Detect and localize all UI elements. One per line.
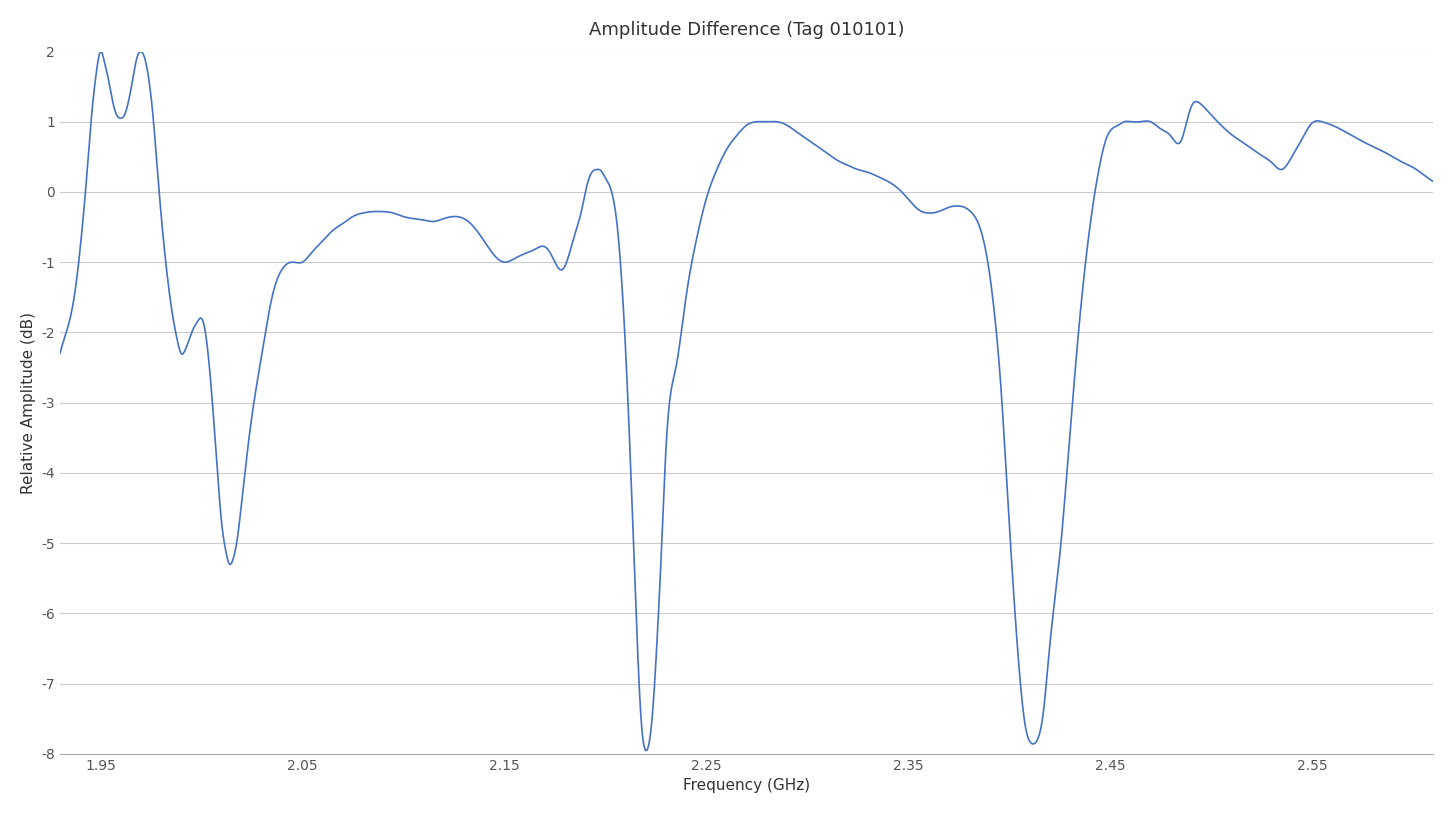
X-axis label: Frequency (GHz): Frequency (GHz) bbox=[683, 778, 810, 793]
Title: Amplitude Difference (Tag 010101): Amplitude Difference (Tag 010101) bbox=[589, 21, 904, 39]
Y-axis label: Relative Amplitude (dB): Relative Amplitude (dB) bbox=[20, 312, 36, 493]
